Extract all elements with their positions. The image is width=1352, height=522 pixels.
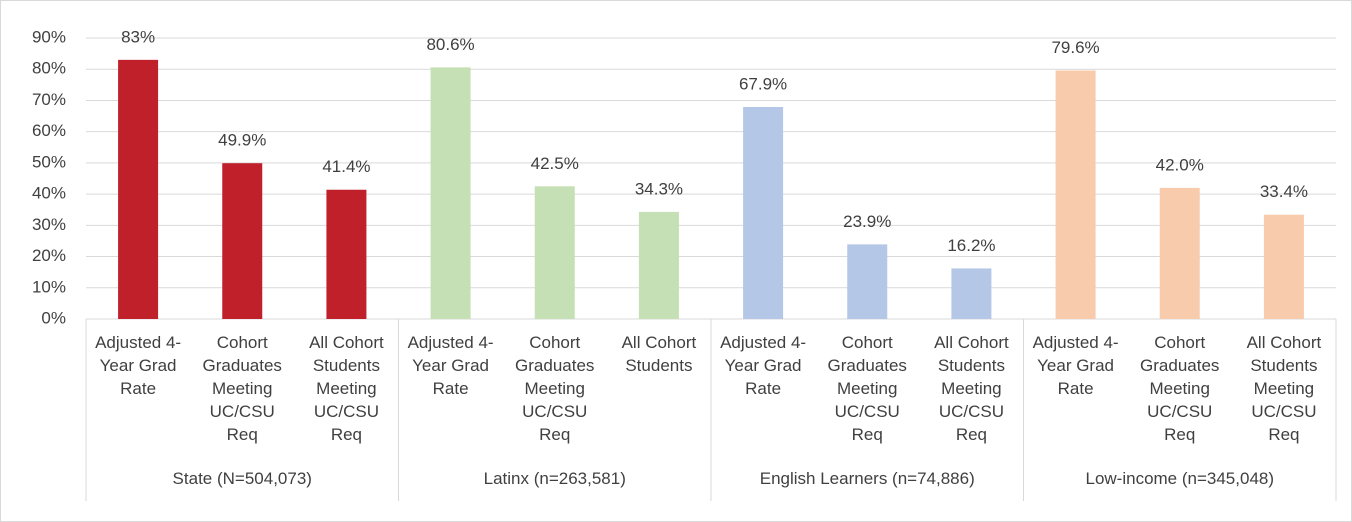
- data-label: 23.9%: [843, 212, 891, 231]
- x-tick-label: Cohort Graduates Meeting UC/CSU Req: [827, 333, 907, 444]
- bar: [118, 59, 159, 319]
- data-label: 33.4%: [1260, 182, 1308, 201]
- data-label: 41.4%: [322, 157, 370, 176]
- y-tick-label: 60%: [32, 121, 66, 140]
- y-tick-label: 90%: [32, 27, 66, 46]
- y-tick-label: 50%: [32, 152, 66, 171]
- y-tick-label: 0%: [41, 308, 66, 327]
- bar: [743, 107, 784, 319]
- bar: [638, 211, 679, 319]
- x-tick-label: All Cohort Students: [621, 333, 697, 375]
- x-tick-label: Adjusted 4-Year Grad Rate: [407, 333, 494, 398]
- x-tick-label: Cohort Graduates Meeting UC/CSU Req: [515, 333, 595, 444]
- y-tick-label: 20%: [32, 246, 66, 265]
- data-label: 80.6%: [426, 35, 474, 54]
- x-tick-label: Cohort Graduates Meeting UC/CSU Req: [202, 333, 282, 444]
- bar: [847, 244, 888, 319]
- data-label: 34.3%: [635, 179, 683, 198]
- group-label: English Learners (n=74,886): [759, 469, 975, 488]
- bar: [534, 186, 575, 319]
- x-tick-label: All Cohort Students Meeting UC/CSU Req: [1246, 333, 1322, 444]
- x-tick-label: Adjusted 4-Year Grad Rate: [720, 333, 807, 398]
- bar: [326, 189, 367, 319]
- bar: [1055, 70, 1096, 320]
- x-tick-label: Cohort Graduates Meeting UC/CSU Req: [1140, 333, 1220, 444]
- data-label: 42.0%: [1156, 155, 1204, 174]
- x-tick-label: Adjusted 4-Year Grad Rate: [1032, 333, 1119, 398]
- y-tick-label: 40%: [32, 184, 66, 203]
- x-tick-label: All Cohort Students Meeting UC/CSU Req: [309, 333, 384, 444]
- y-tick-label: 70%: [32, 90, 66, 109]
- data-label: 16.2%: [947, 236, 995, 255]
- data-label: 67.9%: [739, 74, 787, 93]
- x-tick-label: Adjusted 4-Year Grad Rate: [95, 333, 182, 398]
- group-label: Latinx (n=263,581): [483, 469, 626, 488]
- group-label: State (N=504,073): [172, 469, 312, 488]
- data-label: 49.9%: [218, 131, 266, 150]
- y-tick-label: 80%: [32, 59, 66, 78]
- y-tick-label: 30%: [32, 215, 66, 234]
- bar: [1159, 187, 1200, 319]
- bar: [222, 163, 263, 319]
- data-label: 83%: [121, 27, 155, 46]
- bar: [430, 67, 471, 319]
- x-tick-label: All Cohort Students Meeting UC/CSU Req: [934, 333, 1009, 444]
- data-label: 79.6%: [1051, 38, 1099, 57]
- data-label: 42.5%: [531, 154, 579, 173]
- y-tick-label: 10%: [32, 277, 66, 296]
- bar: [1263, 214, 1304, 319]
- bar: [951, 268, 992, 319]
- group-label: Low-income (n=345,048): [1085, 469, 1275, 488]
